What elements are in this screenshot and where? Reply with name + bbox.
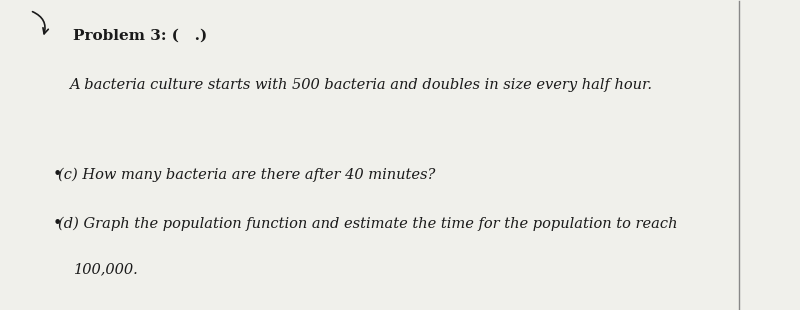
Text: 100,000.: 100,000.: [74, 263, 139, 277]
Text: (d) Graph the population function and estimate the time for the population to re: (d) Graph the population function and es…: [58, 216, 678, 231]
Text: •: •: [53, 167, 62, 182]
Text: (c) How many bacteria are there after 40 minutes?: (c) How many bacteria are there after 40…: [58, 167, 435, 182]
Text: •: •: [53, 216, 62, 232]
Text: A bacteria culture starts with 500 bacteria and doubles in size every half hour.: A bacteria culture starts with 500 bacte…: [69, 78, 652, 92]
Text: Problem 3: (   .): Problem 3: ( .): [73, 29, 207, 43]
